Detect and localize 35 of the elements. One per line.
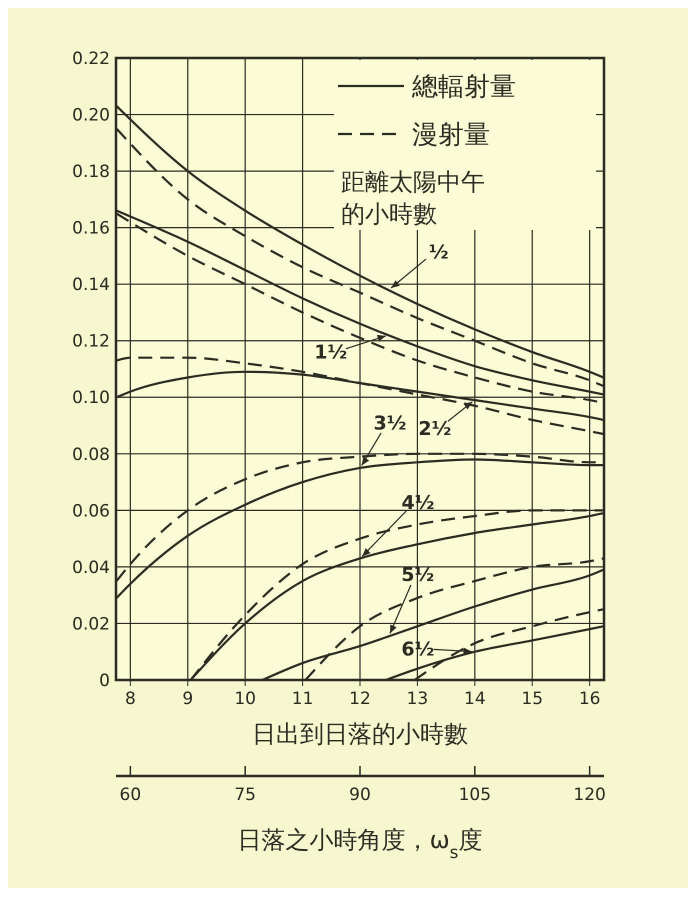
x-axis-title: 日出到日落的小時數 [252, 720, 468, 748]
y-tick-label: 0.04 [72, 558, 110, 578]
y-tick-label: 0.08 [72, 444, 110, 465]
y-tick-label: 0.20 [72, 105, 110, 126]
x-tick-label: 16 [578, 689, 600, 709]
y-tick-label: 0.18 [72, 162, 110, 182]
x2-tick-label: 105 [458, 785, 492, 805]
x-tick-label: 11 [292, 689, 314, 709]
x-tick-label: 15 [521, 689, 544, 709]
x2-tick-label: 120 [573, 785, 606, 805]
x2-tick-label: 90 [349, 785, 371, 805]
x-tick-label: 14 [464, 689, 486, 709]
annotation: 1½ [314, 342, 348, 364]
y-tick-label: 0.12 [72, 332, 110, 352]
x-tick-label: 13 [406, 689, 428, 709]
annotation: ½ [428, 241, 449, 264]
y-tick-label: 0.22 [72, 48, 110, 69]
x2-tick-label: 75 [234, 785, 256, 805]
annotation: 3½ [374, 412, 406, 435]
x-tick-label: 9 [182, 689, 194, 709]
y-tick-label: 0 [99, 670, 110, 691]
legend-label: 漫射量 [412, 120, 490, 150]
y-tick-label: 0.16 [72, 218, 110, 239]
y-tick-label: 0.10 [72, 388, 110, 408]
legend-title: 距離太陽中午的小時數 [341, 168, 485, 228]
y-tick-label: 0.14 [72, 275, 110, 296]
y-tick-label: 0.02 [72, 614, 110, 634]
annotation: 2½ [418, 418, 452, 440]
x-tick-label: 8 [124, 689, 136, 709]
x2-axis-title: 日落之小時角度，ω$_{s}$度 [238, 826, 482, 862]
y-tick-label: 0.06 [72, 501, 110, 522]
x-tick-label: 12 [349, 689, 371, 709]
x-tick-label: 10 [234, 689, 256, 709]
legend-label: 總輻射量 [411, 72, 516, 102]
x2-tick-label: 60 [120, 785, 142, 805]
